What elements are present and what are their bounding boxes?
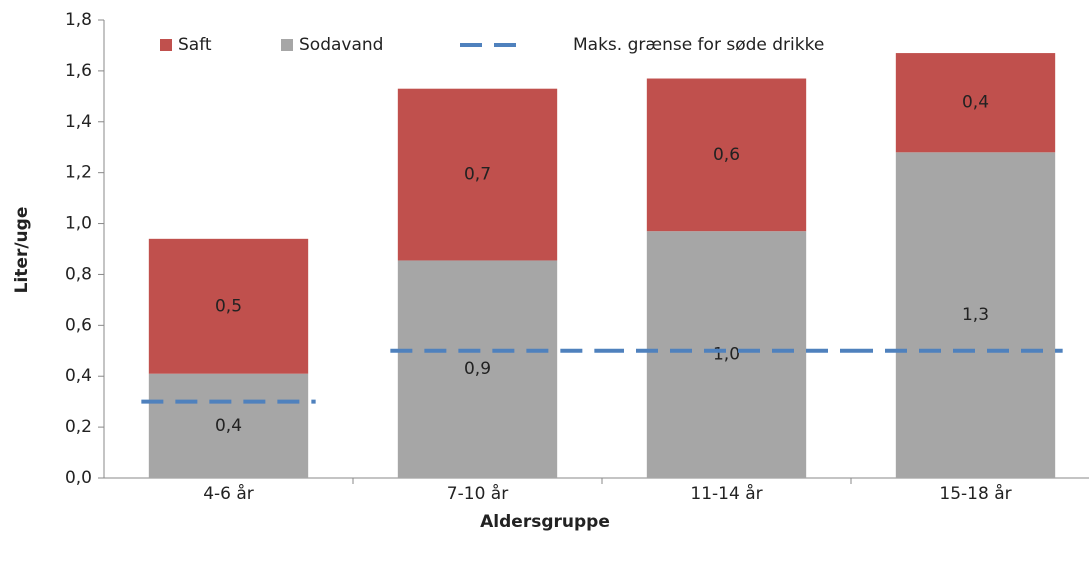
bar-segment bbox=[646, 78, 807, 232]
y-tick-label: 1,2 bbox=[65, 163, 92, 183]
bar-segment bbox=[646, 231, 807, 478]
data-label: 0,9 bbox=[464, 359, 491, 379]
y-tick-label: 1,6 bbox=[65, 61, 92, 81]
y-tick-label: 0,8 bbox=[65, 264, 92, 284]
data-label: 0,7 bbox=[464, 165, 491, 185]
bar-segment bbox=[397, 260, 558, 478]
data-label: 1,3 bbox=[962, 305, 989, 325]
x-tick-label: 11-14 år bbox=[690, 483, 762, 504]
y-axis-title: Liter/uge bbox=[12, 207, 32, 294]
legend-label: Sodavand bbox=[299, 35, 383, 55]
data-label: 0,4 bbox=[962, 93, 989, 113]
y-tick-label: 1,4 bbox=[65, 112, 92, 132]
y-tick-label: 1,0 bbox=[65, 214, 92, 234]
legend-label: Maks. grænse for søde drikke bbox=[573, 35, 824, 55]
data-label: 0,5 bbox=[215, 296, 242, 316]
data-label: 1,0 bbox=[713, 345, 740, 365]
y-tick-label: 0,4 bbox=[65, 366, 92, 386]
bar-segment bbox=[148, 238, 309, 374]
legend-swatch bbox=[281, 39, 293, 51]
data-label: 0,4 bbox=[215, 416, 242, 436]
bar-segment bbox=[895, 53, 1056, 153]
bar-segment bbox=[397, 88, 558, 261]
legend-swatch bbox=[160, 39, 172, 51]
y-tick-label: 0,6 bbox=[65, 315, 92, 335]
legend-label: Saft bbox=[178, 35, 212, 55]
y-tick-label: 0,0 bbox=[65, 468, 92, 488]
x-axis-title: Aldersgruppe bbox=[480, 512, 610, 532]
bar-segment bbox=[148, 373, 309, 478]
x-tick-label: 7-10 år bbox=[447, 483, 508, 504]
y-tick-label: 1,8 bbox=[65, 10, 92, 30]
x-tick-label: 15-18 år bbox=[939, 483, 1011, 504]
data-label: 0,6 bbox=[713, 145, 740, 165]
x-tick-label: 4-6 år bbox=[203, 483, 254, 504]
y-tick-label: 0,2 bbox=[65, 417, 92, 437]
bar-segment bbox=[895, 152, 1056, 479]
